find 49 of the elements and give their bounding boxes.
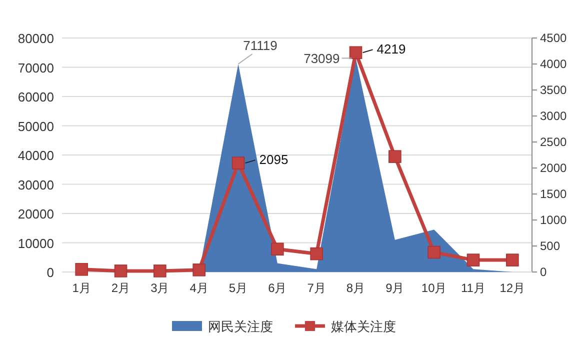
y2-tick-label: 2500 — [540, 135, 568, 149]
y2-tick-label: 3000 — [540, 109, 568, 123]
point — [192, 264, 206, 276]
y-tick-label: 50000 — [18, 118, 54, 134]
x-tick-label: 1月 — [72, 281, 91, 295]
y2-tick-label: 3500 — [540, 83, 568, 97]
y-tick-label: 30000 — [18, 177, 54, 192]
point — [154, 264, 166, 278]
x-tick-label: 12月 — [500, 281, 526, 295]
y2-tick-label: 1500 — [540, 187, 568, 201]
data-label: 4219 — [376, 42, 406, 57]
point — [114, 264, 128, 278]
point — [506, 254, 519, 266]
legend-label: 媒体关注度 — [331, 319, 396, 334]
y2-tick-label: 0 — [540, 265, 547, 279]
y-tick-label: 0 — [46, 265, 54, 280]
legend-label: 网民关注度 — [208, 319, 273, 334]
y-tick-label: 70000 — [18, 60, 54, 76]
y2-tick-label: 4500 — [540, 31, 568, 45]
point — [310, 247, 323, 260]
x-tick-label: 2月 — [111, 281, 130, 295]
x-tick-label: 11月 — [461, 281, 486, 295]
x-tick-label: 7月 — [307, 281, 326, 295]
point — [428, 246, 440, 259]
point — [75, 263, 88, 276]
x-tick-label: 8月 — [346, 281, 366, 295]
x-tick-label: 5月 — [228, 281, 248, 295]
y-tick-label: 20000 — [18, 206, 54, 222]
x-tick-label: 10月 — [421, 281, 447, 295]
point — [466, 254, 480, 266]
point — [388, 150, 402, 163]
x-tick-label: 9月 — [386, 281, 404, 295]
y2-tick-label: 4000 — [540, 57, 568, 71]
x-tick-label: 4月 — [190, 281, 208, 295]
y2-tick-label: 1000 — [540, 213, 568, 227]
point — [271, 242, 284, 256]
y-tick-label: 40000 — [18, 148, 54, 163]
data-label: 73099 — [304, 51, 340, 66]
y-tick-label: 10000 — [18, 236, 54, 251]
data-label: 71119 — [243, 38, 278, 53]
point — [349, 46, 362, 60]
y2-tick-label: 2000 — [540, 161, 568, 175]
data-label: 2095 — [259, 152, 288, 168]
x-tick-label: 3月 — [150, 281, 170, 295]
x-tick-label: 6月 — [268, 281, 287, 295]
y-tick-label: 60000 — [18, 90, 54, 104]
y-tick-label: 80000 — [18, 31, 54, 46]
y2-tick-label: 500 — [540, 239, 560, 253]
point — [232, 156, 245, 170]
